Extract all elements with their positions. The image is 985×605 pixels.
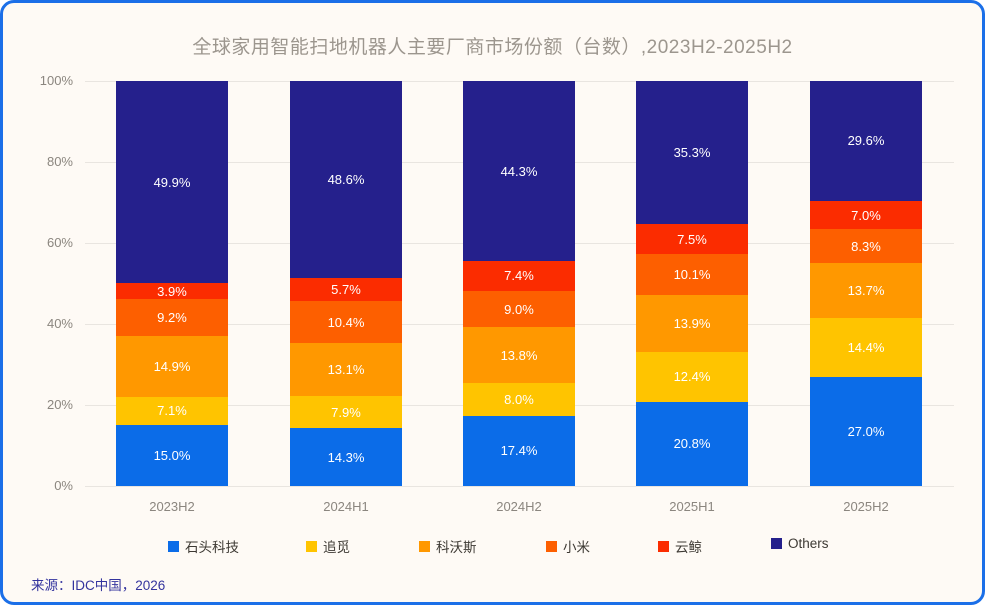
- chart-title: 全球家用智能扫地机器人主要厂商市场份额（台数）,2023H2-2025H2: [192, 37, 793, 58]
- bar-segment: 10.1%: [636, 254, 748, 296]
- bar-segment-label: 35.3%: [673, 145, 711, 161]
- bar-segment-label: 7.5%: [677, 231, 707, 247]
- stacked-bar-2024H2: 17.4% 8.0% 13.8% 9.0% 7.4% 44.3%: [463, 81, 575, 486]
- y-tick-label: 20%: [46, 397, 73, 412]
- bar-segment-label: 3.9%: [157, 283, 187, 299]
- bar-segment-label: 13.9%: [673, 315, 711, 331]
- bar-segment: 7.5%: [636, 224, 748, 255]
- bar-segment: 44.3%: [463, 81, 575, 261]
- legend-label: Others: [788, 536, 829, 551]
- bar-segment: 14.3%: [290, 428, 402, 486]
- bar-segment: 10.4%: [290, 300, 402, 344]
- bar-segment-label: 5.7%: [331, 281, 361, 297]
- bar-segment: 7.0%: [810, 200, 922, 230]
- bar-segment: 15.0%: [116, 425, 228, 486]
- stacked-bar-2025H2: 27.0% 14.4% 13.7% 8.3% 7.0% 29.6%: [810, 81, 922, 486]
- bar-segment-label: 13.8%: [500, 347, 538, 363]
- bar-segment: 5.7%: [290, 277, 402, 301]
- x-tick-label: 2024H1: [323, 499, 369, 514]
- bar-segment-label: 8.0%: [504, 391, 534, 407]
- bar-segment-label: 13.7%: [847, 283, 885, 299]
- legend-label: 科沃斯: [436, 540, 477, 555]
- bar-segment: 9.2%: [116, 298, 228, 337]
- bar-segment: 35.3%: [636, 81, 748, 224]
- bar-segment: 20.8%: [636, 401, 748, 486]
- bar-segment-label: 29.6%: [847, 133, 885, 149]
- stacked-bar-2023H2: 15.0% 7.1% 14.9% 9.2% 3.9% 49.9%: [116, 81, 228, 486]
- bar-segment: 13.7%: [810, 262, 922, 319]
- y-tick-label: 0%: [54, 478, 73, 493]
- bar-segment: 13.1%: [290, 343, 402, 397]
- gridline: [85, 486, 954, 487]
- bar-segment: 8.0%: [463, 383, 575, 416]
- legend-item-云鲸: 云鲸: [658, 536, 702, 556]
- bar-segment: 17.4%: [463, 415, 575, 486]
- legend-swatch: [658, 540, 669, 552]
- y-tick-label: 40%: [46, 316, 73, 331]
- x-tick-label: 2023H2: [149, 499, 195, 514]
- y-tick-label: 80%: [46, 154, 73, 169]
- bar-segment-label: 17.4%: [500, 443, 538, 459]
- bar-segment-label: 20.8%: [673, 436, 711, 452]
- legend-item-小米: 小米: [546, 536, 590, 556]
- bar-segment: 3.9%: [116, 283, 228, 299]
- bar-segment: 48.6%: [290, 81, 402, 278]
- legend-item-石头科技: 石头科技: [168, 536, 239, 556]
- bar-segment: 7.1%: [116, 396, 228, 426]
- bar-segment-label: 14.3%: [327, 449, 365, 465]
- bar-segment-label: 12.4%: [673, 369, 711, 385]
- bar-segment: 7.9%: [290, 396, 402, 429]
- y-tick-label: 60%: [46, 235, 73, 250]
- legend-label: 小米: [563, 540, 590, 555]
- bar-segment-label: 27.0%: [847, 423, 885, 439]
- legend-label: 云鲸: [675, 540, 702, 555]
- bar-segment-label: 7.1%: [157, 403, 187, 419]
- legend-label: 追觅: [323, 540, 350, 555]
- legend-swatch: [168, 540, 179, 552]
- bar-segment: 13.8%: [463, 327, 575, 384]
- bar-segment: 9.0%: [463, 290, 575, 328]
- bar-segment: 14.4%: [810, 318, 922, 377]
- legend-swatch: [771, 538, 782, 549]
- bar-segment-label: 9.0%: [504, 301, 534, 317]
- bar-segment: 8.3%: [810, 229, 922, 263]
- bar-segment-label: 10.1%: [673, 267, 711, 283]
- x-tick-label: 2024H2: [496, 499, 542, 514]
- bar-segment: 13.9%: [636, 295, 748, 352]
- legend-item-追觅: 追觅: [306, 536, 350, 556]
- x-tick-label: 2025H1: [669, 499, 715, 514]
- stacked-bar-2025H1: 20.8% 12.4% 13.9% 10.1% 7.5% 35.3%: [636, 81, 748, 486]
- bar-segment-label: 7.9%: [331, 404, 361, 420]
- bar-segment: 12.4%: [636, 351, 748, 402]
- source-note: 来源：IDC中国，2026: [31, 578, 166, 593]
- legend-swatch: [306, 540, 317, 552]
- bar-segment-label: 8.3%: [851, 238, 881, 254]
- legend-swatch: [419, 540, 430, 552]
- legend-label: 石头科技: [185, 540, 239, 555]
- bar-segment-label: 9.2%: [157, 310, 187, 326]
- bar-segment: 29.6%: [810, 81, 922, 201]
- y-tick-label: 100%: [39, 73, 73, 88]
- bar-segment-label: 44.3%: [500, 163, 538, 179]
- bar-segment: 14.9%: [116, 336, 228, 397]
- bar-segment-label: 10.4%: [327, 314, 365, 330]
- bar-segment-label: 49.9%: [153, 174, 191, 190]
- bar-segment: 7.4%: [463, 260, 575, 291]
- stacked-bar-2024H1: 14.3% 7.9% 13.1% 10.4% 5.7% 48.6%: [290, 81, 402, 486]
- legend-item-Others: Others: [771, 536, 829, 551]
- bar-segment-label: 13.1%: [327, 362, 365, 378]
- bar-segment-label: 7.0%: [851, 207, 881, 223]
- legend-item-科沃斯: 科沃斯: [419, 536, 477, 556]
- bar-segment-label: 7.4%: [504, 268, 534, 284]
- bar-segment-label: 15.0%: [153, 448, 191, 464]
- bar-segment: 27.0%: [810, 376, 922, 486]
- bar-segment-label: 14.4%: [847, 340, 885, 355]
- bar-segment-label: 14.9%: [153, 358, 191, 374]
- bar-segment-label: 48.6%: [327, 171, 365, 187]
- bar-segment: 49.9%: [116, 81, 228, 284]
- legend-swatch: [546, 540, 557, 552]
- plot-area: 15.0% 7.1% 14.9% 9.2% 3.9% 49.9% 14.3% 7.9% 13.1…: [85, 81, 954, 487]
- x-tick-label: 2025H2: [843, 499, 889, 514]
